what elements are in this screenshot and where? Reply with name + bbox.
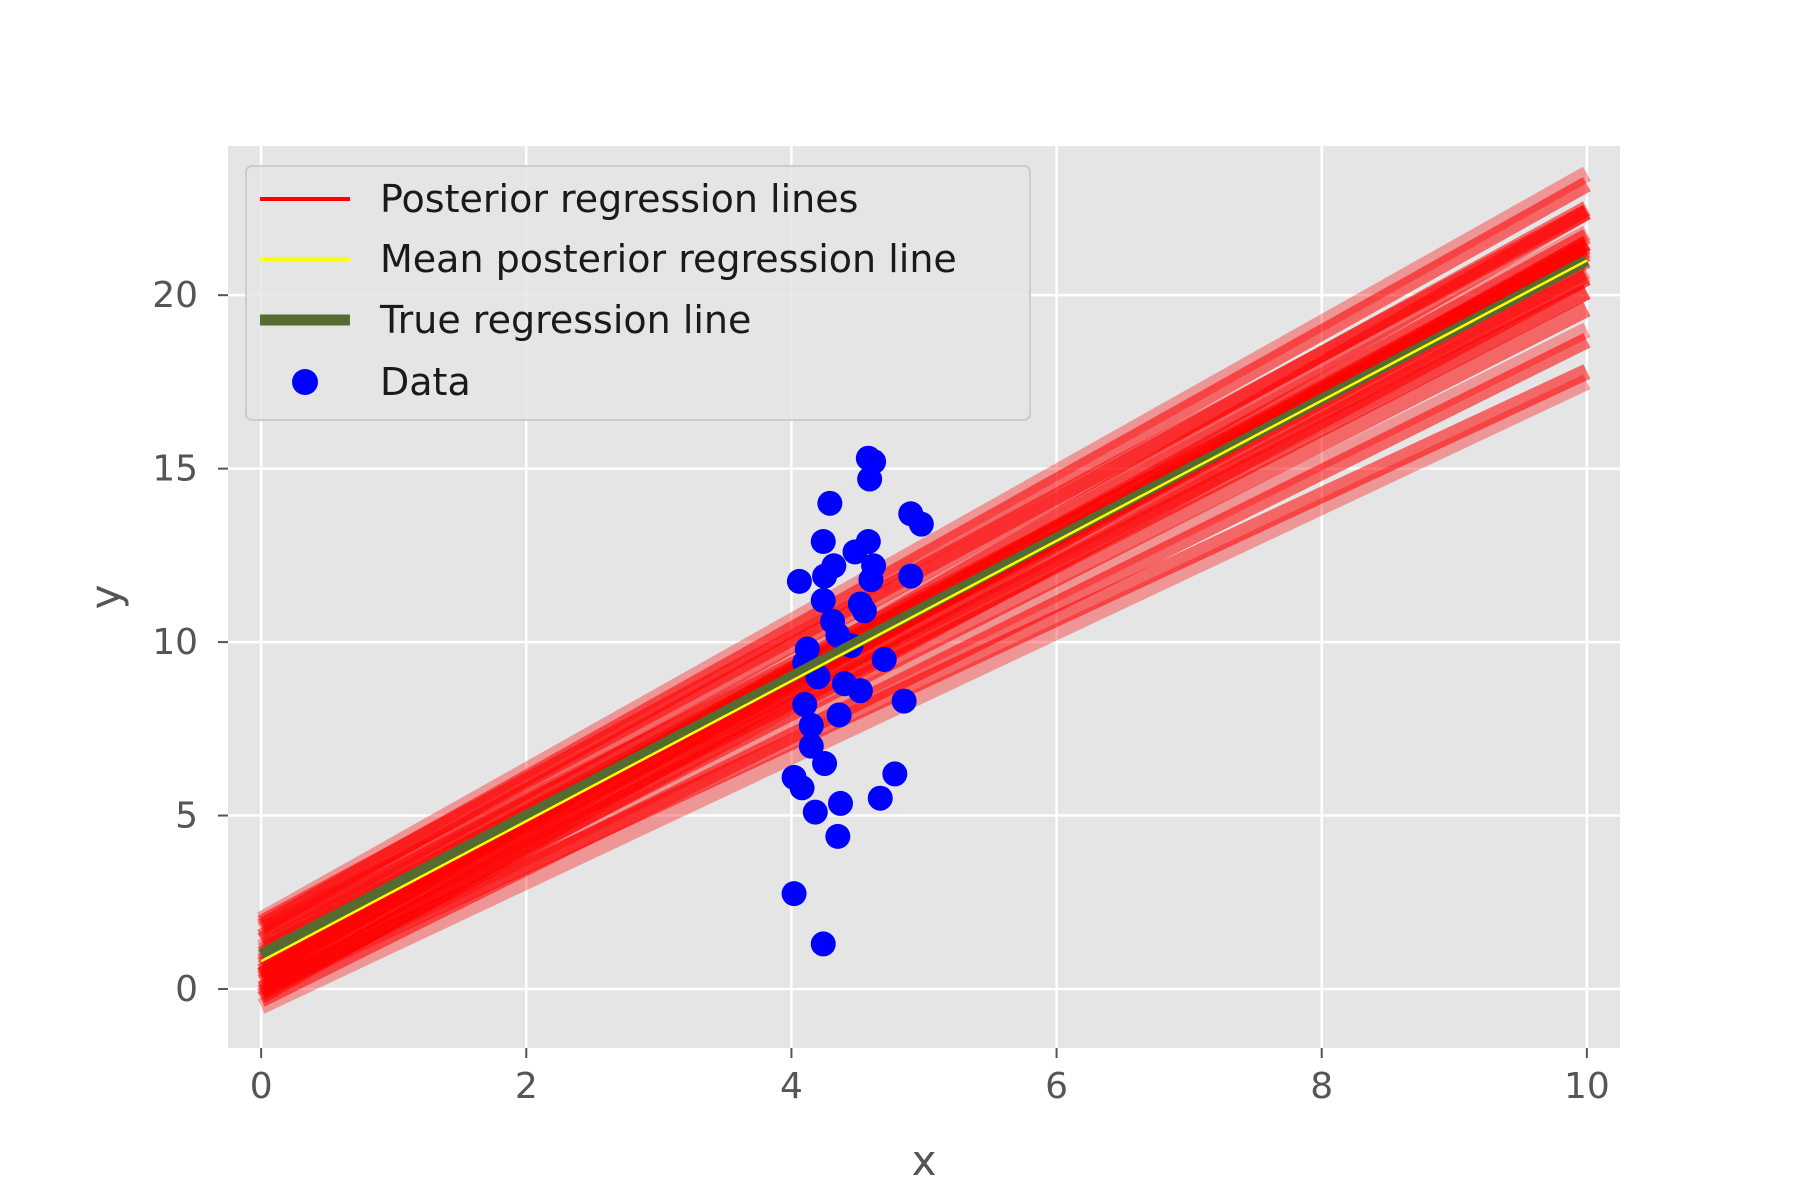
y-tick-label: 20 [152, 275, 198, 316]
legend-label-mean: Mean posterior regression line [380, 237, 957, 281]
mean-posterior-regression-line [260, 259, 1588, 963]
legend-label-data: Data [380, 360, 471, 404]
data-point [882, 761, 908, 787]
data-point [826, 702, 852, 728]
y-axis-label: y [81, 585, 130, 610]
axis-ticks: 0 2 4 6 8 10 0 5 10 15 20 [152, 275, 1610, 1107]
data-point [798, 733, 824, 759]
legend-label-posterior: Posterior regression lines [380, 177, 858, 221]
data-point [847, 678, 873, 704]
x-tick-label: 4 [780, 1066, 803, 1107]
data-points [781, 445, 934, 957]
data-point [812, 563, 838, 589]
data-point [891, 688, 917, 714]
posterior-regression-line [257, 166, 1591, 927]
x-tick-label: 8 [1310, 1066, 1333, 1107]
data-point [827, 790, 853, 816]
data-point [810, 587, 836, 613]
data-point [825, 823, 851, 849]
legend: Posterior regression lines Mean posterio… [245, 165, 1031, 421]
y-tick-label: 0 [175, 969, 198, 1010]
data-point [867, 785, 893, 811]
data-point [871, 646, 897, 672]
data-point [857, 466, 883, 492]
legend-swatch-data [292, 369, 318, 395]
posterior-regression-line [257, 364, 1591, 997]
x-tick-label: 0 [250, 1066, 273, 1107]
data-point [798, 712, 824, 738]
data-point [810, 528, 836, 554]
posterior-regression-line [257, 204, 1591, 931]
y-tick-label: 5 [175, 796, 198, 837]
data-point [908, 511, 934, 537]
data-point [851, 598, 877, 624]
legend-box [245, 165, 1031, 421]
data-point [802, 799, 828, 825]
x-axis-label: x [912, 1136, 937, 1185]
regression-overlays [258, 255, 1590, 963]
data-point [817, 490, 843, 516]
data-point [812, 751, 838, 777]
data-point [842, 539, 868, 565]
data-point [786, 568, 812, 594]
data-point [810, 931, 836, 957]
data-point [789, 775, 815, 801]
x-tick-label: 6 [1045, 1066, 1068, 1107]
x-tick-label: 2 [515, 1066, 538, 1107]
legend-label-true: True regression line [379, 298, 751, 342]
x-tick-label: 10 [1564, 1066, 1610, 1107]
posterior-regression-line [257, 374, 1591, 1014]
posterior-regression-line [257, 270, 1591, 1000]
data-point [898, 563, 924, 589]
y-tick-label: 10 [152, 622, 198, 663]
data-point [858, 567, 884, 593]
data-point [781, 881, 807, 907]
y-tick-label: 15 [152, 449, 198, 490]
data-point [792, 692, 818, 718]
